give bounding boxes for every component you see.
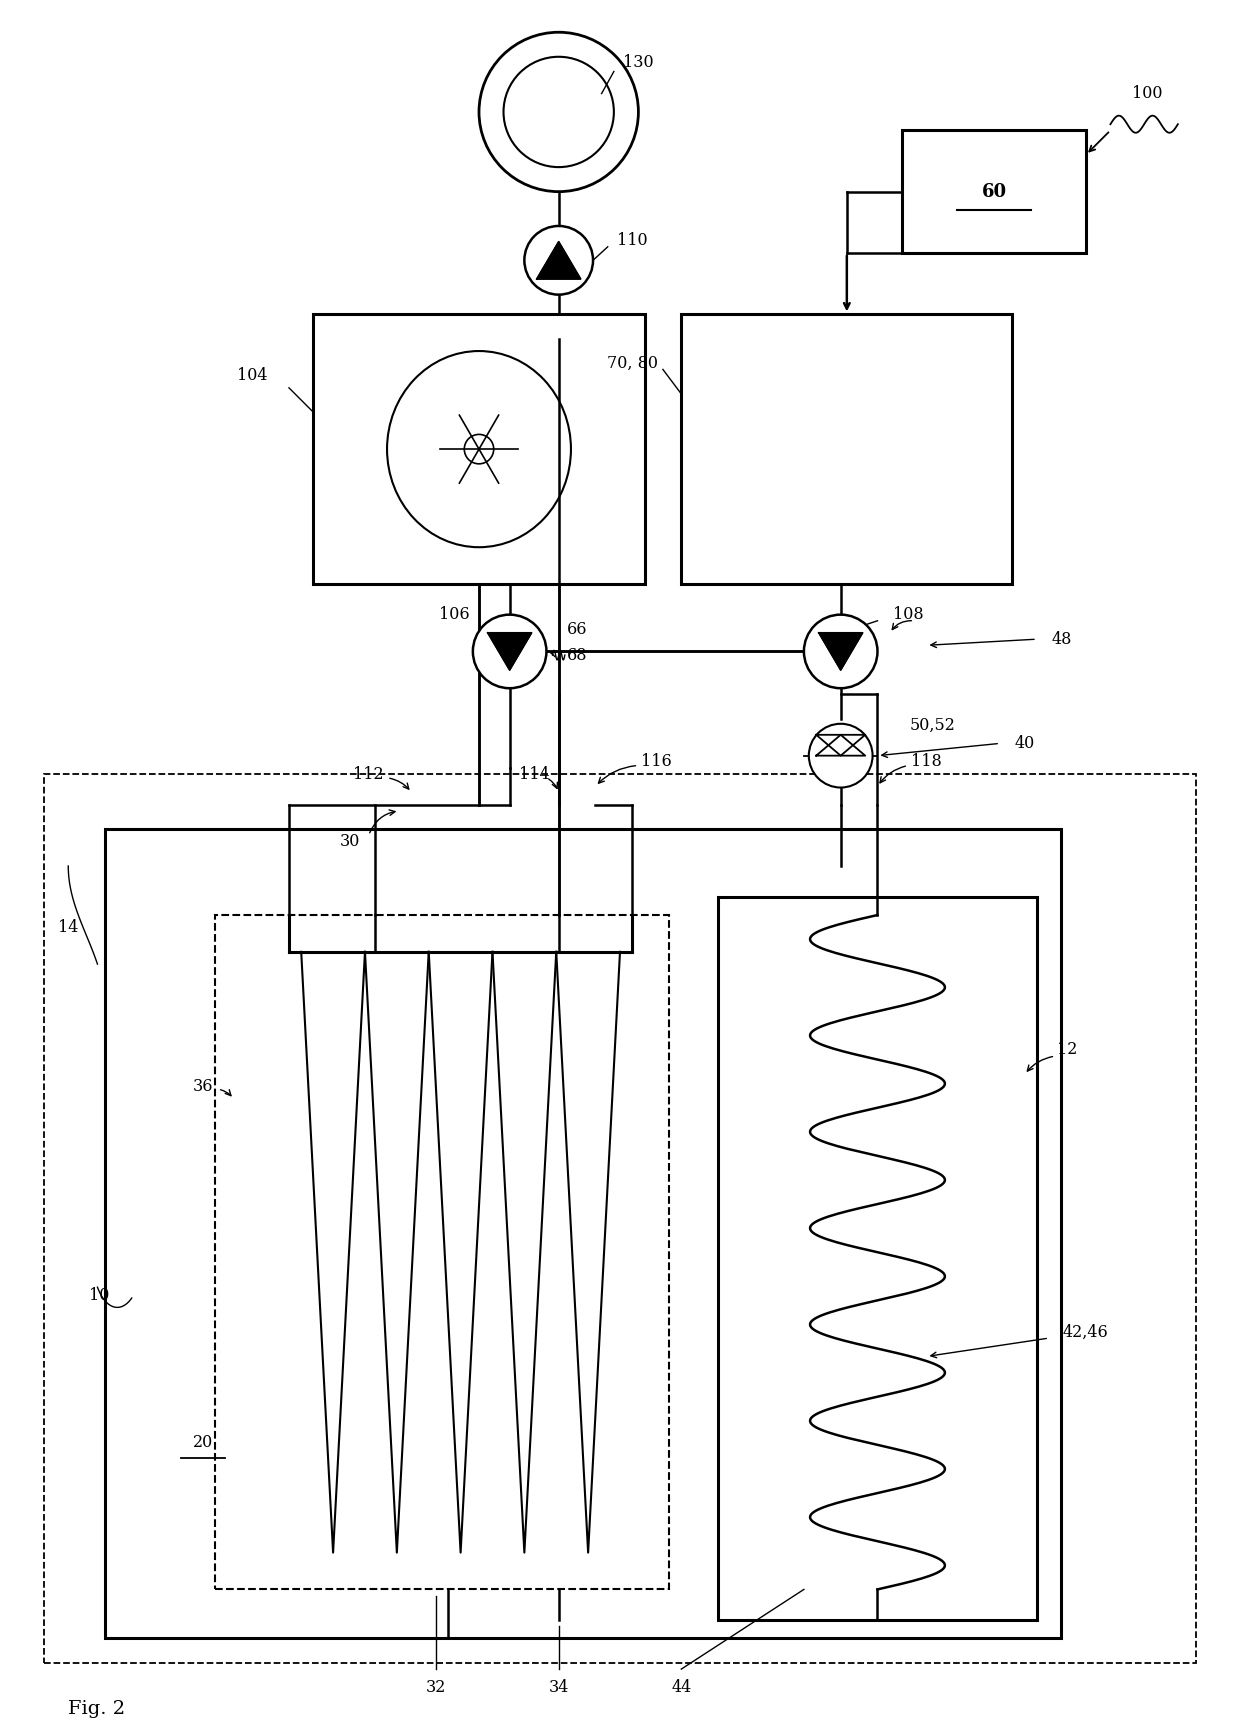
Text: 100: 100 bbox=[1132, 85, 1162, 102]
Text: 30: 30 bbox=[340, 833, 361, 850]
Bar bbox=[105, 830, 1061, 1638]
Text: 20: 20 bbox=[193, 1434, 213, 1451]
Text: 112: 112 bbox=[353, 766, 384, 783]
Text: 130: 130 bbox=[622, 54, 653, 71]
Bar bbox=[314, 313, 645, 584]
Bar bbox=[43, 774, 1197, 1663]
Polygon shape bbox=[537, 241, 580, 279]
Text: 68: 68 bbox=[567, 646, 588, 663]
Polygon shape bbox=[487, 632, 532, 670]
Text: 106: 106 bbox=[439, 606, 470, 624]
Bar bbox=[901, 130, 1086, 253]
Polygon shape bbox=[818, 632, 863, 670]
Text: 48: 48 bbox=[1052, 630, 1071, 648]
Text: 70, 80: 70, 80 bbox=[606, 355, 657, 372]
Text: 110: 110 bbox=[618, 232, 647, 249]
Text: 36: 36 bbox=[193, 1079, 213, 1095]
Text: 104: 104 bbox=[237, 367, 268, 385]
Text: 12: 12 bbox=[1058, 1041, 1078, 1058]
Circle shape bbox=[808, 724, 873, 788]
Text: 32: 32 bbox=[425, 1678, 446, 1696]
Text: 108: 108 bbox=[893, 606, 924, 624]
Text: 44: 44 bbox=[671, 1678, 692, 1696]
Text: 118: 118 bbox=[911, 753, 942, 771]
Bar bbox=[681, 313, 1012, 584]
Text: 114: 114 bbox=[518, 766, 549, 783]
Text: 10: 10 bbox=[89, 1287, 109, 1304]
Circle shape bbox=[804, 615, 878, 688]
Text: Fig. 2: Fig. 2 bbox=[68, 1701, 125, 1718]
Text: 42,46: 42,46 bbox=[1063, 1323, 1109, 1341]
Bar bbox=[718, 897, 1037, 1619]
Bar bbox=[216, 914, 670, 1590]
Text: 66: 66 bbox=[567, 620, 588, 637]
Circle shape bbox=[525, 225, 593, 294]
Text: 34: 34 bbox=[548, 1678, 569, 1696]
Text: 14: 14 bbox=[58, 918, 78, 935]
Text: 50,52: 50,52 bbox=[910, 717, 956, 733]
Text: 116: 116 bbox=[641, 753, 672, 771]
Text: 60: 60 bbox=[981, 182, 1007, 201]
Text: 40: 40 bbox=[1014, 734, 1034, 752]
Circle shape bbox=[472, 615, 547, 688]
